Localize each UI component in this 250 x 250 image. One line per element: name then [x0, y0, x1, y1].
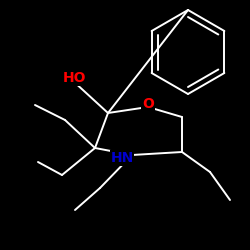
Text: HN: HN: [110, 151, 134, 165]
Text: O: O: [142, 97, 154, 111]
Text: HO: HO: [63, 71, 87, 85]
